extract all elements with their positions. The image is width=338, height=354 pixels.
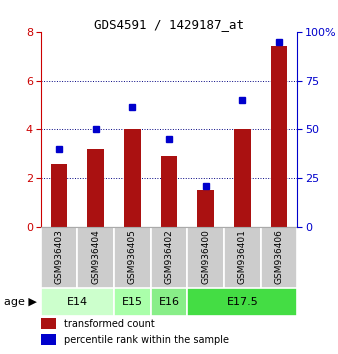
Title: GDS4591 / 1429187_at: GDS4591 / 1429187_at xyxy=(94,18,244,31)
Text: GSM936402: GSM936402 xyxy=(165,229,173,284)
Bar xyxy=(234,130,251,227)
Bar xyxy=(197,190,214,227)
Bar xyxy=(114,289,151,316)
Text: GSM936400: GSM936400 xyxy=(201,229,210,284)
Text: GSM936404: GSM936404 xyxy=(91,229,100,284)
Bar xyxy=(41,227,77,289)
Text: GSM936405: GSM936405 xyxy=(128,229,137,284)
Bar xyxy=(271,46,287,227)
Bar xyxy=(261,227,297,289)
Bar xyxy=(151,227,187,289)
Bar xyxy=(114,227,151,289)
Bar xyxy=(224,227,261,289)
Bar xyxy=(151,289,187,316)
Bar xyxy=(41,334,56,346)
Bar xyxy=(77,227,114,289)
Text: GSM936403: GSM936403 xyxy=(54,229,64,284)
Text: E15: E15 xyxy=(122,297,143,307)
Text: E16: E16 xyxy=(159,297,179,307)
Text: GSM936406: GSM936406 xyxy=(274,229,284,284)
Text: percentile rank within the sample: percentile rank within the sample xyxy=(64,335,229,344)
Text: transformed count: transformed count xyxy=(64,319,154,329)
Text: age ▶: age ▶ xyxy=(4,297,37,307)
Bar xyxy=(124,130,141,227)
Bar xyxy=(41,289,114,316)
Bar xyxy=(51,164,67,227)
Bar xyxy=(187,227,224,289)
Bar xyxy=(41,318,56,330)
Text: GSM936401: GSM936401 xyxy=(238,229,247,284)
Bar xyxy=(87,149,104,227)
Bar xyxy=(161,156,177,227)
Text: E17.5: E17.5 xyxy=(226,297,258,307)
Bar xyxy=(187,289,297,316)
Text: E14: E14 xyxy=(67,297,88,307)
